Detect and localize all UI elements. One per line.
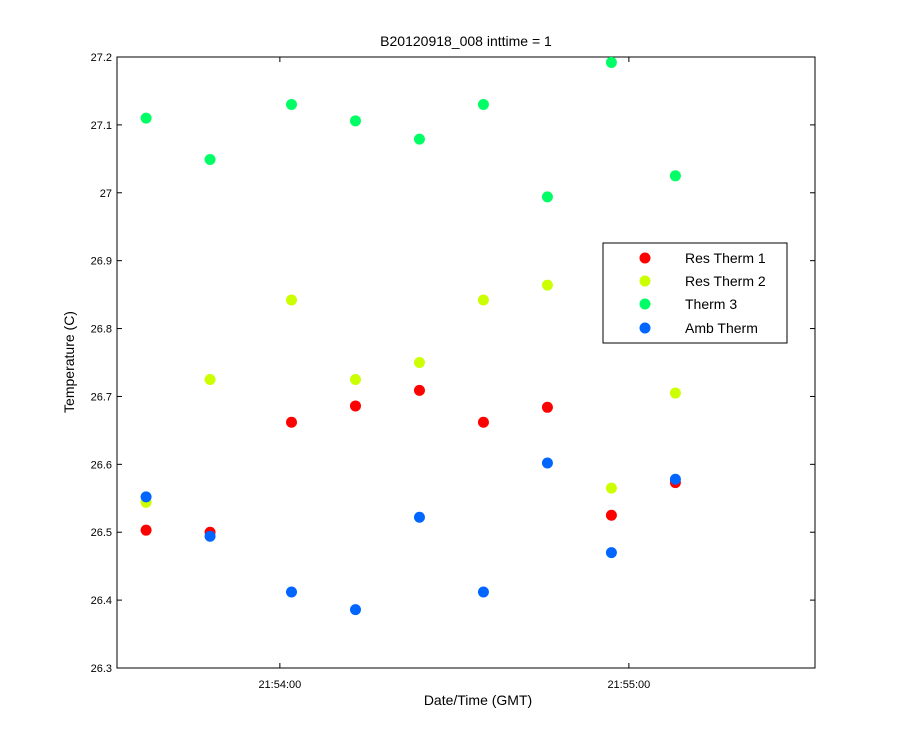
- legend-marker-amb-therm: [639, 322, 651, 334]
- legend-marker-res-therm-1: [639, 252, 651, 264]
- y-tick-label: 26.3: [91, 663, 112, 675]
- series-therm-3: [140, 56, 681, 203]
- data-point: [413, 357, 425, 368]
- data-point: [204, 154, 216, 166]
- data-point: [204, 530, 216, 542]
- data-point: [204, 373, 216, 385]
- data-point: [477, 416, 489, 428]
- data-point: [541, 457, 553, 469]
- legend-marker-therm-3: [639, 298, 651, 310]
- data-point: [477, 294, 489, 306]
- data-point: [349, 115, 361, 127]
- y-tick-label: 26.8: [91, 324, 112, 336]
- data-point: [286, 586, 297, 598]
- x-axis: 21:54:00 21:55:00: [258, 57, 650, 691]
- x-axis-title: Date/Time (GMT): [424, 692, 532, 708]
- data-point: [140, 112, 152, 124]
- chart-title: B20120918_008 inttime = 1: [380, 33, 552, 49]
- y-tick-label: 26.9: [91, 256, 112, 268]
- data-point: [605, 482, 617, 494]
- y-tick-label: 26.6: [91, 459, 112, 471]
- data-point: [140, 491, 152, 503]
- data-point: [477, 99, 489, 111]
- legend-label-therm-3: Therm 3: [685, 296, 737, 312]
- y-tick-label: 27.2: [91, 52, 112, 64]
- data-point: [413, 511, 425, 523]
- data-point: [140, 524, 152, 536]
- data-point: [605, 547, 617, 559]
- data-point: [413, 133, 425, 145]
- legend-label-amb-therm: Amb Therm: [685, 320, 758, 336]
- data-point: [349, 604, 361, 616]
- y-tick-label: 26.4: [91, 595, 112, 607]
- x-tick-label: 21:54:00: [258, 679, 301, 691]
- y-axis: 26.3 26.4 26.5 26.6 26.7 26.8 26.9 27 27.1 27.2: [91, 52, 815, 675]
- data-point: [477, 586, 489, 598]
- data-points: [140, 56, 681, 616]
- y-tick-label: 27.1: [91, 120, 112, 132]
- data-point: [349, 400, 361, 412]
- data-point: [541, 401, 553, 413]
- legend-label-res-therm-2: Res Therm 2: [685, 273, 766, 289]
- y-tick-label: 27: [100, 188, 112, 200]
- data-point: [605, 509, 617, 521]
- data-point: [541, 191, 553, 203]
- data-point: [669, 170, 681, 182]
- data-point: [669, 473, 681, 485]
- plot-area: [116, 56, 816, 669]
- x-tick-label: 21:55:00: [607, 679, 650, 691]
- series-amb-therm: [140, 457, 681, 616]
- legend: Res Therm 1 Res Therm 2 Therm 3 Amb Ther…: [602, 242, 788, 344]
- legend-label-res-therm-1: Res Therm 1: [685, 250, 766, 266]
- y-tick-label: 26.5: [91, 527, 112, 539]
- data-point: [669, 387, 681, 399]
- data-point: [541, 279, 553, 291]
- legend-box: [602, 242, 788, 344]
- data-point: [286, 416, 297, 428]
- data-point: [413, 384, 425, 396]
- legend-marker-res-therm-2: [639, 275, 651, 287]
- data-point: [349, 373, 361, 385]
- data-point: [286, 294, 297, 306]
- y-axis-title: Temperature (C): [61, 311, 77, 413]
- series-res-therm-2: [140, 279, 681, 508]
- y-tick-label: 26.7: [91, 391, 112, 403]
- data-point: [605, 56, 617, 68]
- data-point: [286, 99, 297, 111]
